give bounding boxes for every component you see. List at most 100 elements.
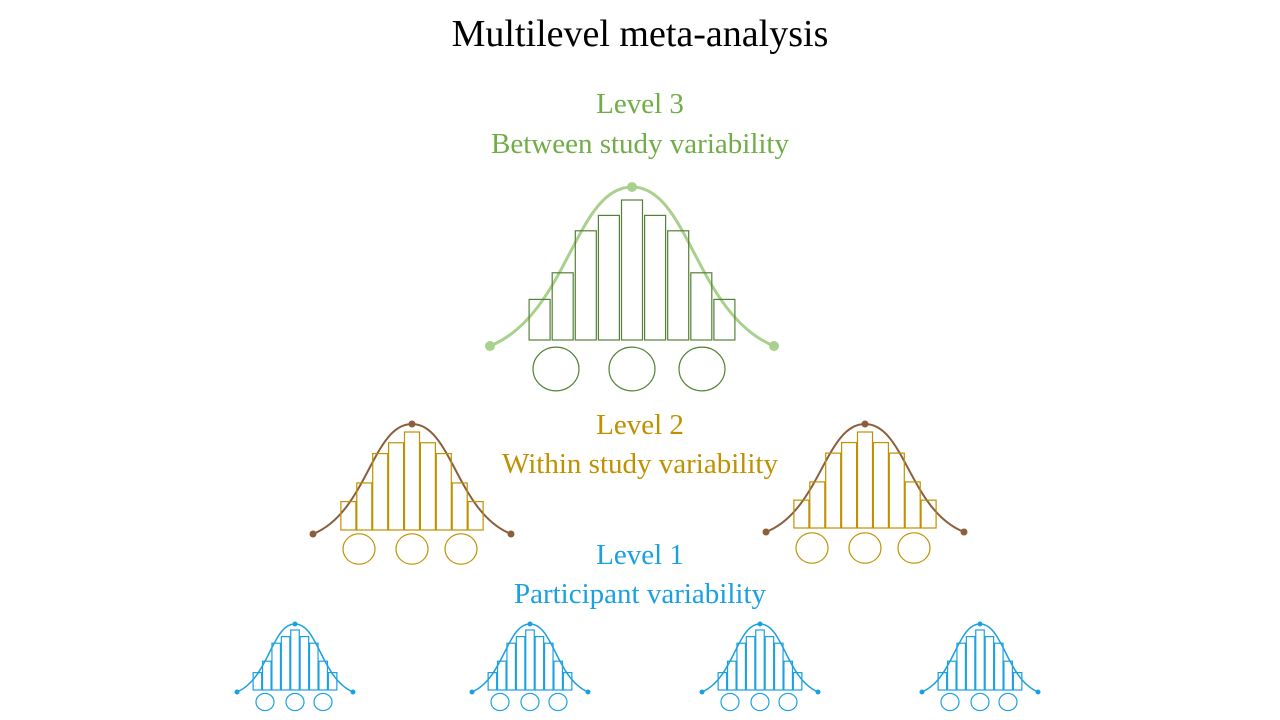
level-2-heading: Level 2	[596, 409, 684, 441]
level-1-2-bar	[525, 629, 535, 691]
level-2-right-bar	[888, 452, 905, 529]
level-2-right-bar	[856, 431, 874, 529]
level-1-1-curve-point	[234, 689, 240, 695]
level-2-left-bar	[451, 482, 468, 531]
level-2-right-bar	[809, 481, 826, 529]
level-2-right-bar	[793, 499, 810, 529]
level-2-right-curve-point	[762, 528, 770, 536]
level-1-3-study-circle	[778, 692, 798, 712]
level-1-2-study-circle	[520, 692, 540, 712]
level-1-3-bar	[755, 629, 765, 691]
level-2-right-bar	[904, 481, 921, 529]
level-1-2-bar	[553, 660, 564, 691]
level-2-left-bar	[419, 442, 436, 531]
level-1-4-bar	[946, 660, 957, 691]
level-1-3-curve-point	[699, 689, 705, 695]
level-1-3-bar	[726, 660, 737, 691]
level-1-4-bar	[937, 671, 948, 691]
level-1-3-bar	[783, 660, 794, 691]
level-2-right-bar	[872, 441, 890, 529]
level-3-bar	[713, 298, 736, 341]
level-2-right-study-circle	[848, 532, 882, 564]
level-2-left-curve-point	[309, 530, 317, 538]
level-1-3-bar	[792, 671, 803, 691]
level-3-bar	[597, 214, 621, 341]
level-2-left-study-circle	[444, 533, 478, 565]
level-1-4-curve-point	[919, 689, 925, 695]
level-1-1-curve-point	[350, 689, 356, 695]
level-1-4-bar	[975, 629, 985, 691]
level-2-left-curve-point	[408, 420, 416, 428]
level-3-heading: Level 3	[596, 88, 684, 120]
level-1-1-bar	[252, 671, 263, 691]
level-1-4-curve-point	[977, 621, 983, 627]
level-1-1-study-circle	[255, 692, 275, 712]
level-2-right-curve-point	[960, 528, 968, 536]
level-1-4-study-circle	[970, 692, 990, 712]
level-1-2-curve-point	[585, 689, 591, 695]
level-2-right-bar	[920, 499, 937, 529]
level-1-4-study-circle	[998, 692, 1018, 712]
level-1-3-bar	[764, 635, 775, 691]
level-1-1-bar	[271, 642, 282, 691]
level-1-2-bar	[534, 635, 545, 691]
level-2-left-bar	[467, 500, 484, 531]
level-2-right-study-circle	[897, 532, 931, 564]
level-3-curve	[489, 185, 775, 348]
level-1-2-curve-point	[469, 689, 475, 695]
level-2-right-study-circle	[795, 532, 829, 564]
level-1-4-bar	[1012, 671, 1023, 691]
level-1-caption: Participant variability	[513, 578, 767, 610]
level-3-bar	[620, 199, 644, 341]
level-1-1-bar	[280, 635, 291, 691]
level-2-left-study-circle	[395, 533, 429, 565]
level-1-2-bar	[515, 635, 526, 691]
level-1-4-bar	[1003, 660, 1014, 691]
level-2-left-study-circle	[342, 533, 376, 565]
level-2-left-bar	[435, 452, 452, 531]
level-1-1-curve-point	[292, 621, 298, 627]
level-1-4-curve	[921, 623, 1039, 693]
level-1-2-study-circle	[548, 692, 568, 712]
level-1-2-bar	[543, 642, 554, 691]
level-3-study-circle	[608, 346, 656, 392]
level-1-1-curve	[236, 623, 354, 693]
level-1-2-curve	[471, 623, 589, 693]
level-1-3-study-circle	[750, 692, 770, 712]
level-1-1-study-circle	[313, 692, 333, 712]
level-2-left-bar	[340, 500, 357, 531]
level-2-left-bar	[372, 452, 389, 531]
level-2-left-bar	[403, 431, 421, 531]
level-3-caption: Between study variability	[491, 128, 789, 160]
level-1-1-study-circle	[285, 692, 305, 712]
level-1-4-bar	[984, 635, 995, 691]
level-2-right-curve-point	[861, 420, 869, 428]
level-1-2-bar	[496, 660, 507, 691]
level-3-bar	[667, 230, 690, 341]
level-1-3-curve-point	[815, 689, 821, 695]
level-1-1-bar	[299, 635, 310, 691]
level-2-right-bar	[840, 441, 858, 529]
level-3-study-circle	[678, 346, 726, 392]
level-1-3-curve-point	[757, 621, 763, 627]
level-1-2-bar	[487, 671, 498, 691]
level-1-2-curve-point	[527, 621, 533, 627]
level-3-bar	[690, 272, 713, 341]
level-1-3-bar	[736, 642, 747, 691]
level-1-4-bar	[965, 635, 976, 691]
level-1-3-bar	[717, 671, 728, 691]
level-2-left-bar	[356, 482, 373, 531]
level-1-4-study-circle	[940, 692, 960, 712]
level-1-1-bar	[308, 642, 319, 691]
level-3-bar	[551, 272, 574, 341]
level-3-bar	[528, 298, 551, 341]
level-1-3-bar	[773, 642, 784, 691]
level-3-bar	[574, 230, 597, 341]
level-1-3-bar	[745, 635, 756, 691]
level-1-4-bar	[956, 642, 967, 691]
level-2-right-curve	[765, 422, 965, 533]
level-1-1-bar	[327, 671, 338, 691]
level-1-1-bar	[290, 629, 300, 691]
level-1-1-bar	[261, 660, 272, 691]
